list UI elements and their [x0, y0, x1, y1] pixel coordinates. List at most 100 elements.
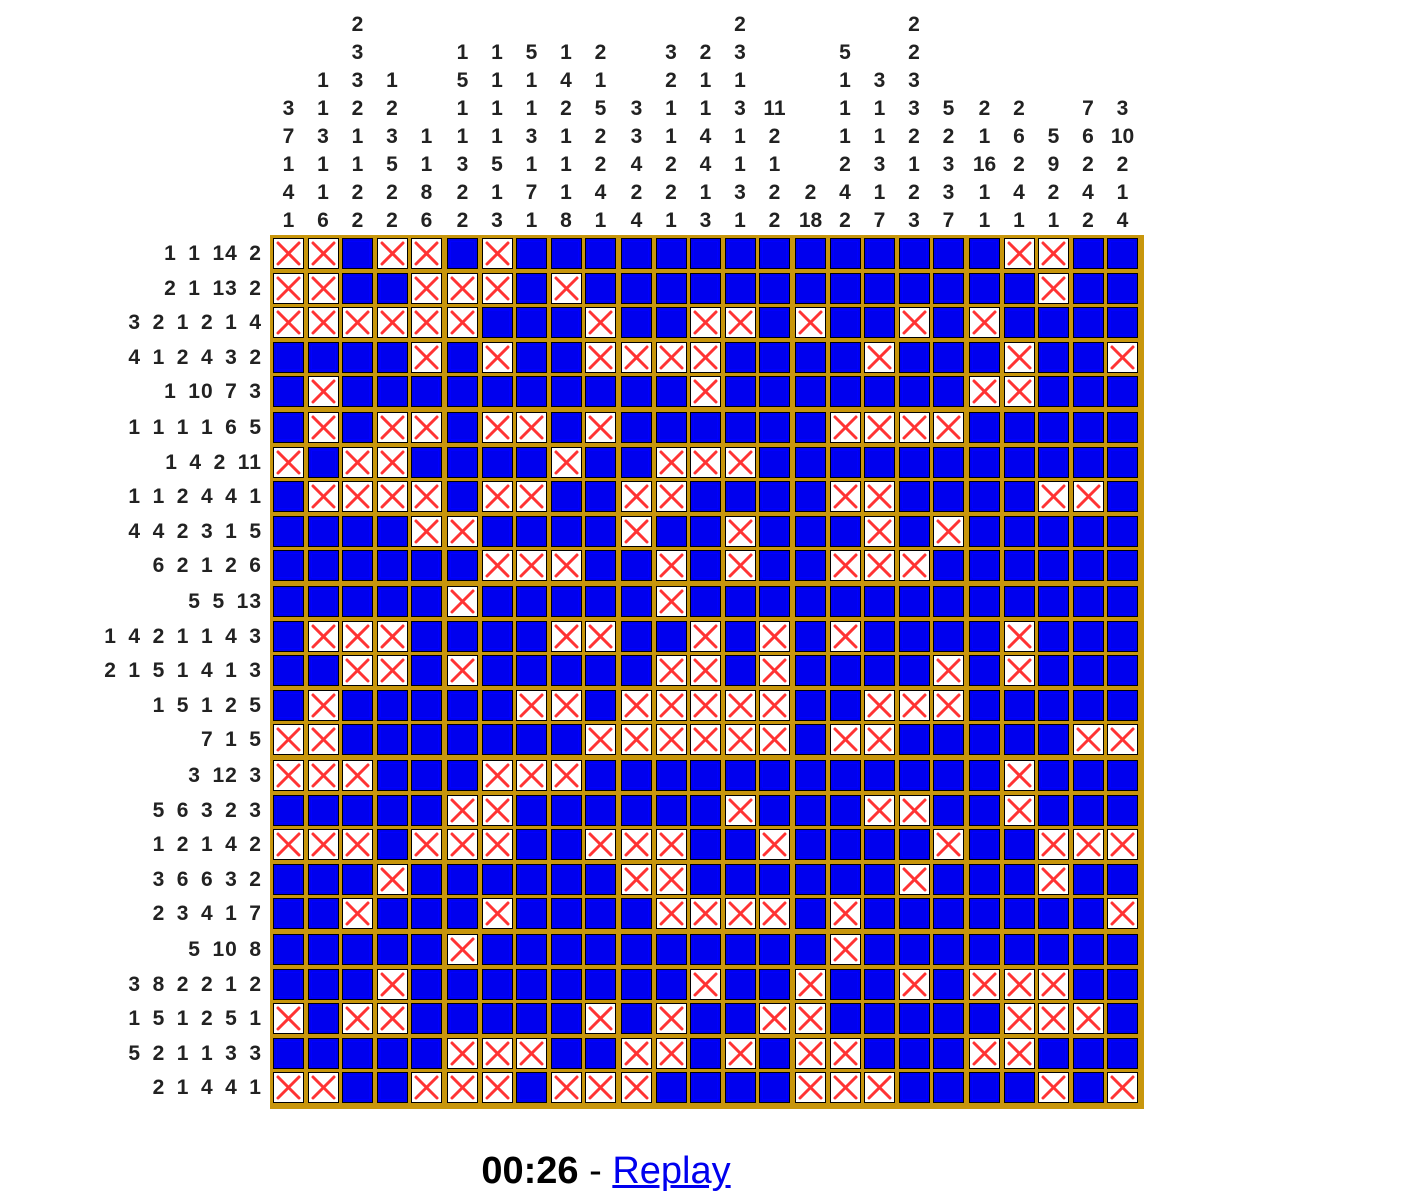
crossed-cell[interactable] [1038, 481, 1069, 512]
filled-cell[interactable] [759, 238, 790, 269]
filled-cell[interactable] [550, 341, 582, 373]
crossed-cell[interactable] [724, 550, 756, 581]
filled-cell[interactable] [829, 794, 861, 826]
filled-cell[interactable] [1038, 307, 1069, 338]
filled-cell[interactable] [342, 689, 373, 721]
filled-cell[interactable] [307, 655, 339, 686]
filled-cell[interactable] [516, 446, 547, 478]
filled-cell[interactable] [273, 620, 304, 652]
filled-cell[interactable] [1107, 515, 1138, 547]
crossed-cell[interactable] [585, 1072, 616, 1103]
filled-cell[interactable] [273, 1037, 304, 1069]
filled-cell[interactable] [759, 863, 790, 895]
crossed-cell[interactable] [273, 1003, 304, 1034]
filled-cell[interactable] [690, 863, 721, 895]
filled-cell[interactable] [724, 238, 756, 269]
filled-cell[interactable] [342, 934, 373, 965]
filled-cell[interactable] [1107, 794, 1138, 826]
filled-cell[interactable] [724, 1003, 756, 1034]
crossed-cell[interactable] [724, 689, 756, 721]
filled-cell[interactable] [969, 515, 1000, 547]
filled-cell[interactable] [621, 586, 652, 617]
crossed-cell[interactable] [655, 1037, 687, 1069]
filled-cell[interactable] [1003, 412, 1035, 443]
crossed-cell[interactable] [481, 829, 513, 860]
filled-cell[interactable] [864, 376, 895, 407]
filled-cell[interactable] [864, 863, 895, 895]
filled-cell[interactable] [481, 724, 513, 755]
filled-cell[interactable] [447, 446, 478, 478]
crossed-cell[interactable] [933, 689, 964, 721]
filled-cell[interactable] [550, 1003, 582, 1034]
crossed-cell[interactable] [1107, 724, 1138, 755]
filled-cell[interactable] [307, 934, 339, 965]
filled-cell[interactable] [1072, 307, 1104, 338]
filled-cell[interactable] [307, 586, 339, 617]
crossed-cell[interactable] [481, 794, 513, 826]
crossed-cell[interactable] [585, 412, 616, 443]
crossed-cell[interactable] [933, 412, 964, 443]
filled-cell[interactable] [411, 1037, 442, 1069]
crossed-cell[interactable] [621, 689, 652, 721]
crossed-cell[interactable] [898, 412, 930, 443]
filled-cell[interactable] [481, 1003, 513, 1034]
filled-cell[interactable] [655, 1072, 687, 1103]
crossed-cell[interactable] [864, 550, 895, 581]
filled-cell[interactable] [898, 272, 930, 304]
filled-cell[interactable] [759, 1072, 790, 1103]
filled-cell[interactable] [795, 341, 826, 373]
crossed-cell[interactable] [411, 1072, 442, 1103]
crossed-cell[interactable] [864, 689, 895, 721]
replay-link[interactable]: Replay [612, 1150, 731, 1192]
filled-cell[interactable] [342, 794, 373, 826]
filled-cell[interactable] [585, 655, 616, 686]
filled-cell[interactable] [1072, 760, 1104, 791]
filled-cell[interactable] [829, 272, 861, 304]
crossed-cell[interactable] [1003, 341, 1035, 373]
filled-cell[interactable] [690, 515, 721, 547]
filled-cell[interactable] [898, 655, 930, 686]
filled-cell[interactable] [307, 446, 339, 478]
filled-cell[interactable] [1107, 968, 1138, 1000]
crossed-cell[interactable] [585, 829, 616, 860]
filled-cell[interactable] [307, 1037, 339, 1069]
filled-cell[interactable] [1072, 689, 1104, 721]
filled-cell[interactable] [447, 620, 478, 652]
filled-cell[interactable] [759, 550, 790, 581]
filled-cell[interactable] [795, 238, 826, 269]
filled-cell[interactable] [655, 620, 687, 652]
filled-cell[interactable] [724, 376, 756, 407]
crossed-cell[interactable] [795, 1003, 826, 1034]
filled-cell[interactable] [724, 412, 756, 443]
crossed-cell[interactable] [969, 307, 1000, 338]
filled-cell[interactable] [759, 934, 790, 965]
filled-cell[interactable] [516, 863, 547, 895]
filled-cell[interactable] [621, 412, 652, 443]
filled-cell[interactable] [307, 550, 339, 581]
filled-cell[interactable] [342, 272, 373, 304]
filled-cell[interactable] [1038, 689, 1069, 721]
crossed-cell[interactable] [933, 829, 964, 860]
filled-cell[interactable] [516, 341, 547, 373]
filled-cell[interactable] [550, 412, 582, 443]
filled-cell[interactable] [516, 1072, 547, 1103]
filled-cell[interactable] [898, 934, 930, 965]
crossed-cell[interactable] [759, 1003, 790, 1034]
filled-cell[interactable] [724, 272, 756, 304]
filled-cell[interactable] [724, 620, 756, 652]
filled-cell[interactable] [898, 829, 930, 860]
crossed-cell[interactable] [621, 724, 652, 755]
crossed-cell[interactable] [621, 515, 652, 547]
filled-cell[interactable] [1107, 446, 1138, 478]
crossed-cell[interactable] [376, 863, 408, 895]
filled-cell[interactable] [1072, 341, 1104, 373]
crossed-cell[interactable] [447, 307, 478, 338]
filled-cell[interactable] [1107, 760, 1138, 791]
filled-cell[interactable] [1003, 829, 1035, 860]
filled-cell[interactable] [1003, 863, 1035, 895]
filled-cell[interactable] [411, 446, 442, 478]
crossed-cell[interactable] [933, 515, 964, 547]
filled-cell[interactable] [969, 934, 1000, 965]
filled-cell[interactable] [342, 515, 373, 547]
crossed-cell[interactable] [481, 760, 513, 791]
